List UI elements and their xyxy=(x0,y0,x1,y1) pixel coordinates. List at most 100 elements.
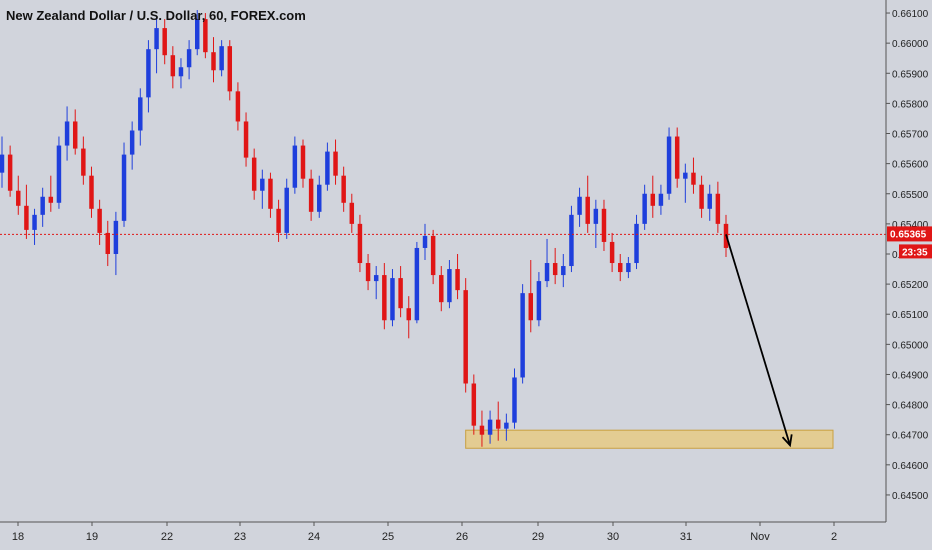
time-tick-label: 26 xyxy=(456,531,468,543)
candle-body xyxy=(64,121,70,146)
candle-body xyxy=(552,263,558,276)
candle-body xyxy=(577,196,582,215)
price-tick-label: 0.65000 xyxy=(892,340,929,351)
chart-title: New Zealand Dollar / U.S. Dollar, 60, FO… xyxy=(6,8,306,23)
candle-body xyxy=(439,275,444,303)
candle-body xyxy=(113,220,119,254)
candle-body xyxy=(138,97,143,131)
candle-body xyxy=(544,263,550,282)
time-tick-label: 29 xyxy=(532,531,544,543)
candle-body xyxy=(284,187,289,233)
projection-arrow-head xyxy=(781,434,793,448)
price-tick-label: 0.65800 xyxy=(892,99,929,110)
candle-body xyxy=(593,208,599,224)
candle-body xyxy=(40,196,45,215)
candle-body xyxy=(609,241,615,264)
price-tick-label: 0.64700 xyxy=(892,431,929,442)
candle-body xyxy=(333,151,338,176)
price-tick-label: 0.65400 xyxy=(892,220,929,231)
candle-body xyxy=(194,19,200,50)
current-price-label: 0.65365 xyxy=(890,229,927,240)
candle-body xyxy=(317,184,322,212)
candle-body xyxy=(585,196,590,224)
candle-body xyxy=(178,67,184,77)
candle-body xyxy=(24,205,29,230)
candle-body xyxy=(16,190,21,206)
candle-body xyxy=(373,275,379,282)
candle-body xyxy=(154,28,159,50)
candle-body xyxy=(683,172,688,179)
candle-body xyxy=(642,193,647,224)
candle-body xyxy=(528,293,534,321)
price-tick-label: 0.65700 xyxy=(892,130,929,141)
candle-body xyxy=(276,208,281,233)
candle-body xyxy=(430,235,436,276)
time-tick-label: 23 xyxy=(234,531,246,543)
candle-body xyxy=(72,121,78,149)
candle-body xyxy=(691,172,696,185)
candle-body xyxy=(341,175,346,203)
time-tick-label: Nov xyxy=(750,531,770,543)
candle-body xyxy=(504,422,509,429)
time-tick-label: 30 xyxy=(607,531,619,543)
candle-body xyxy=(618,263,623,273)
candle-body xyxy=(211,52,216,71)
price-tick-label: 0.64600 xyxy=(892,461,929,472)
candle-body xyxy=(97,208,102,233)
candle-body xyxy=(626,263,631,273)
candle-body xyxy=(398,278,403,309)
price-tick-label: 0.65100 xyxy=(892,310,929,321)
candle-body xyxy=(349,202,355,224)
candle-body xyxy=(487,419,493,435)
candle-body xyxy=(471,383,477,426)
candle-body xyxy=(634,223,639,264)
candle-body xyxy=(227,46,233,92)
candle-body xyxy=(105,232,110,254)
countdown-tag xyxy=(899,244,932,259)
time-tick-label: 22 xyxy=(161,531,173,543)
candle-body xyxy=(235,91,241,122)
candle-body xyxy=(170,55,176,77)
price-tick-label: 0.64900 xyxy=(892,370,929,381)
countdown-label: 23:35 xyxy=(902,247,928,258)
candle-body xyxy=(674,136,680,179)
candle-body xyxy=(390,278,395,321)
candle-body xyxy=(512,377,517,423)
candle-body xyxy=(32,214,37,230)
candle-body xyxy=(300,145,306,179)
candle-body xyxy=(699,184,704,209)
candle-body xyxy=(406,308,411,321)
candle-body xyxy=(414,247,420,321)
candle-body xyxy=(48,196,54,203)
candle-body xyxy=(219,46,224,71)
price-tick-label: 0.65600 xyxy=(892,160,929,171)
time-tick-label: 18 xyxy=(12,531,24,543)
candle-body xyxy=(601,208,607,242)
candle-body xyxy=(268,178,273,209)
price-tick-label: 0.66000 xyxy=(892,39,929,50)
price-tick-label: 0.65900 xyxy=(892,69,929,80)
candle-body xyxy=(658,193,664,206)
candle-body xyxy=(463,290,468,384)
candle-body xyxy=(56,145,62,203)
candle-body xyxy=(479,425,485,435)
price-tick-label: 0.66100 xyxy=(892,9,929,20)
candle-body xyxy=(308,178,314,212)
candle-body xyxy=(422,235,428,248)
candle-body xyxy=(186,49,192,68)
support-zone xyxy=(465,429,834,449)
candle-body xyxy=(89,175,94,209)
price-tick-label: 0.64800 xyxy=(892,401,929,412)
candle-body xyxy=(251,157,257,191)
time-tick-label: 25 xyxy=(382,531,394,543)
projection-arrow xyxy=(725,234,791,446)
candle-body xyxy=(382,275,387,321)
candle-body xyxy=(666,136,672,194)
candle-body xyxy=(715,193,721,224)
candle-body xyxy=(260,178,265,191)
candle-body xyxy=(536,281,542,321)
price-tick-label: 0.64500 xyxy=(892,491,929,502)
candle-body xyxy=(7,154,13,191)
candle-body xyxy=(561,266,566,276)
